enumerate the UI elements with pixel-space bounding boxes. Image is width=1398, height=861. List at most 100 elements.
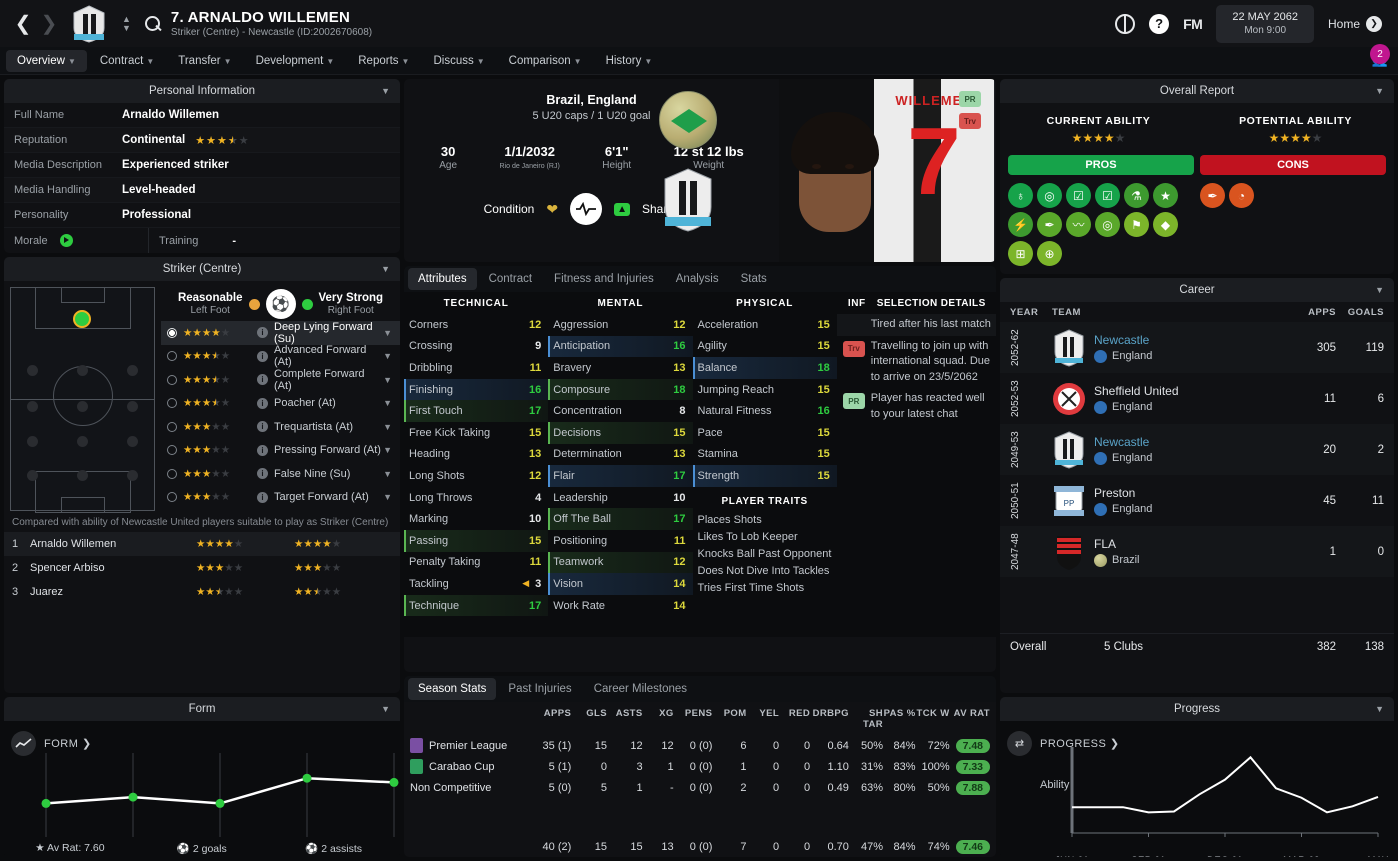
form-chip-label[interactable]: FORM ❯ [44,738,92,750]
tab-fitness-and-injuries[interactable]: Fitness and Injuries [554,273,654,285]
menu-item-comparison[interactable]: Comparison ▼ [508,54,582,67]
feather-icon[interactable]: ✒ [1037,212,1062,237]
role-item[interactable]: ★ ★ ★ ★ ★ i Complete Forward (At) ▼ [161,368,400,392]
chevron-down-icon[interactable]: ▼ [383,445,392,456]
career-team-name[interactable]: Newcastle [1094,434,1150,449]
career-team-name[interactable]: Sheffield United [1094,383,1179,398]
search-icon[interactable] [143,14,163,34]
menu-item-history[interactable]: History ▼ [605,54,653,67]
forward-arrow-icon[interactable]: ❯ [40,13,58,35]
career-row[interactable]: 2049-53 Newcastle England 20 2 [1000,424,1394,475]
whistle-icon[interactable]: ◔ [1229,183,1254,208]
comparison-row[interactable]: 3 Juarez ★ ★ ★ ★ ★ ★ ★ ★ ★ ★ [4,580,400,604]
info-icon[interactable]: i [257,444,268,456]
flask-icon[interactable]: ⚗ [1124,183,1149,208]
chevron-down-icon[interactable]: ▼ [383,421,392,432]
world-icon[interactable] [1115,13,1136,34]
bullseye-icon[interactable]: ◎ [1095,212,1120,237]
tab-career-milestones[interactable]: Career Milestones [593,683,688,695]
menu-item-overview[interactable]: Overview ▼ [6,49,87,72]
tab-past-injuries[interactable]: Past Injuries [508,683,572,695]
career-team-name[interactable]: Preston [1094,485,1136,500]
role-item[interactable]: ★ ★ ★ ★ ★ i False Nine (Su) ▼ [161,462,400,486]
chevron-down-icon[interactable]: ▼ [381,86,390,96]
lightning-icon[interactable]: ⚡ [1008,212,1033,237]
form-header[interactable]: Form ▼ [4,697,400,721]
menu-item-discuss[interactable]: Discuss ▼ [433,54,485,67]
career-header[interactable]: Career ▼ [1000,278,1394,302]
progress-chip-label[interactable]: PROGRESS ❯ [1040,738,1120,750]
info-icon[interactable]: i [257,350,268,362]
info-icon[interactable]: i [257,327,268,339]
role-radio[interactable] [167,468,177,479]
back-arrow-icon[interactable]: ❮ [14,13,32,35]
info-icon[interactable]: i [257,421,268,433]
chevron-down-icon[interactable]: ▼ [383,492,392,503]
info-icon[interactable]: i [257,491,268,503]
chevron-down-icon[interactable]: ▼ [383,398,392,409]
career-row[interactable]: 2047-48 FLA Brazil 1 0 [1000,526,1394,577]
role-item[interactable]: ★ ★ ★ ★ ★ i Deep Lying Forward (Su) ▼ [161,321,400,345]
info-icon[interactable]: i [257,468,268,480]
cons-button[interactable]: CONS [1200,155,1386,175]
game-date[interactable]: 22 MAY 2062 Mon 9:00 [1216,4,1314,43]
club-crest-icon[interactable] [68,4,110,44]
chevron-down-icon[interactable]: ▼ [383,327,392,338]
boots-icon[interactable]: ✒ [1200,183,1225,208]
trend-line-icon[interactable]: 〰 [1066,212,1091,237]
menu-item-transfer[interactable]: Transfer ▼ [178,54,232,67]
position-header[interactable]: Striker (Centre) ▼ [4,257,400,281]
flag-icon[interactable]: ⚑ [1124,212,1149,237]
chevron-down-icon[interactable]: ▼ [381,704,390,714]
badge-trv[interactable]: Trv [959,113,981,129]
tab-contract[interactable]: Contract [488,273,533,285]
progress-header[interactable]: Progress ▼ [1000,697,1394,721]
chevron-down-icon[interactable]: ▼ [1375,86,1384,96]
pros-button[interactable]: PROS [1008,155,1194,175]
role-radio[interactable] [167,445,177,456]
career-team-name[interactable]: FLA [1094,536,1117,551]
head-pin-icon[interactable]: ♁ [1008,183,1033,208]
pitch-icon[interactable]: ⊞ [1008,241,1033,266]
document-check-icon[interactable]: ☑ [1095,183,1120,208]
role-item[interactable]: ★ ★ ★ ★ ★ i Poacher (At) ▼ [161,392,400,416]
fm-logo[interactable]: FM [1183,15,1203,32]
career-team-name[interactable]: Newcastle [1094,332,1150,347]
role-radio[interactable] [167,398,177,409]
comparison-row[interactable]: 2 Spencer Arbiso ★ ★ ★ ★ ★ ★ ★ ★ ★ ★ [4,556,400,580]
info-icon[interactable]: i [257,397,268,409]
chevron-down-icon[interactable]: ▼ [381,264,390,274]
role-item[interactable]: ★ ★ ★ ★ ★ i Target Forward (At) ▼ [161,486,400,510]
role-item[interactable]: ★ ★ ★ ★ ★ i Pressing Forward (At) ▼ [161,439,400,463]
career-row[interactable]: 2052-62 Newcastle England 305 119 [1000,322,1394,373]
badge-pr[interactable]: PR [959,91,981,107]
chevron-down-icon[interactable]: ▼ [1375,285,1384,295]
role-item[interactable]: ★ ★ ★ ★ ★ i Advanced Forward (At) ▼ [161,344,400,368]
star-icon[interactable]: ★ [1153,183,1178,208]
comparison-row[interactable]: 1 Arnaldo Willemen ★ ★ ★ ★ ★ ★ ★ ★ ★ ★ [4,532,400,556]
target-ring-icon[interactable]: ◎ [1037,183,1062,208]
role-radio[interactable] [167,421,177,432]
clipboard-check-icon[interactable]: ☑ [1066,183,1091,208]
info-icon[interactable]: i [257,374,268,386]
player-spinner[interactable]: ▲ ▼ [122,14,131,33]
drop-icon[interactable]: ◆ [1153,212,1178,237]
help-icon[interactable]: ? [1149,13,1170,34]
role-radio[interactable] [167,351,177,362]
notification-badge[interactable]: 2 [1370,44,1390,64]
role-radio[interactable] [167,492,177,503]
tab-stats[interactable]: Stats [740,273,767,285]
chevron-down-icon[interactable]: ▼ [383,374,392,385]
menu-item-contract[interactable]: Contract ▼ [99,54,155,67]
role-radio[interactable] [167,327,177,338]
tab-season-stats[interactable]: Season Stats [408,678,497,700]
chevron-down-icon[interactable]: ▼ [383,468,392,479]
personal-info-header[interactable]: Personal Information ▼ [4,79,400,103]
tab-attributes[interactable]: Attributes [408,268,477,290]
menu-item-reports[interactable]: Reports ▼ [358,54,410,67]
tab-analysis[interactable]: Analysis [675,273,719,285]
globe-icon[interactable]: ⊕ [1037,241,1062,266]
career-row[interactable]: 2052-53 Sheffield United England 11 6 [1000,373,1394,424]
home-button[interactable]: Home ❯ [1328,15,1382,32]
career-row[interactable]: 2050-51 PP Preston England 45 11 [1000,475,1394,526]
